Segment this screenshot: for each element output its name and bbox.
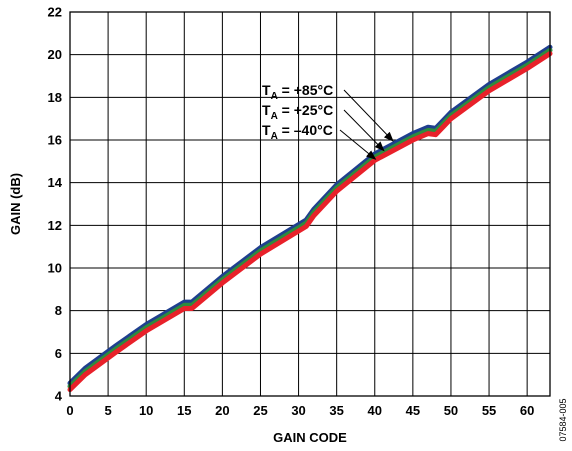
annotation-arrow [343,109,385,152]
y-tick-label: 20 [48,47,62,62]
annotation-arrow [343,89,394,142]
y-tick-label: 10 [48,261,62,276]
x-tick-label: 20 [215,403,229,418]
grid-lines [69,11,550,397]
y-tick-label: 14 [48,175,63,190]
x-tick-label: 55 [482,403,496,418]
x-tick-label: 60 [520,403,534,418]
x-tick-label: 10 [139,403,153,418]
x-tick-label: 25 [253,403,267,418]
x-tick-label: 30 [291,403,305,418]
annotation-arrow [339,129,377,160]
y-axis-label: GAIN (dB) [8,173,23,235]
annotation-label: TA = +85°C [262,82,333,102]
x-tick-label: 50 [444,403,458,418]
temperature-annotations: TA = +85°CTA = +25°CTA = –40°C [262,82,394,160]
x-axis-label: GAIN CODE [273,430,347,445]
x-tick-label: 5 [104,403,111,418]
y-tick-label: 16 [48,133,62,148]
y-tick-label: 18 [48,90,62,105]
y-tick-label: 6 [55,346,62,361]
data-series [67,44,553,393]
annotation-label: TA = –40°C [262,122,333,142]
figure-id: 07584-005 [558,398,568,441]
y-tick-label: 4 [55,389,63,404]
x-tick-label: 35 [329,403,343,418]
y-tick-label: 8 [55,303,62,318]
annotation-label: TA = +25°C [262,102,333,122]
y-tick-labels: 4 6 8 10 12 14 16 18 20 22 [48,5,63,404]
y-tick-label: 22 [48,5,62,20]
series-line [67,51,553,393]
y-tick-label: 12 [48,218,62,233]
x-tick-label: 40 [368,403,382,418]
x-tick-label: 15 [177,403,191,418]
x-tick-label: 0 [66,403,73,418]
x-tick-labels: 0 5 10 15 20 25 30 35 40 45 50 55 60 [66,403,534,418]
x-tick-label: 45 [406,403,420,418]
plot-frame [69,11,551,397]
